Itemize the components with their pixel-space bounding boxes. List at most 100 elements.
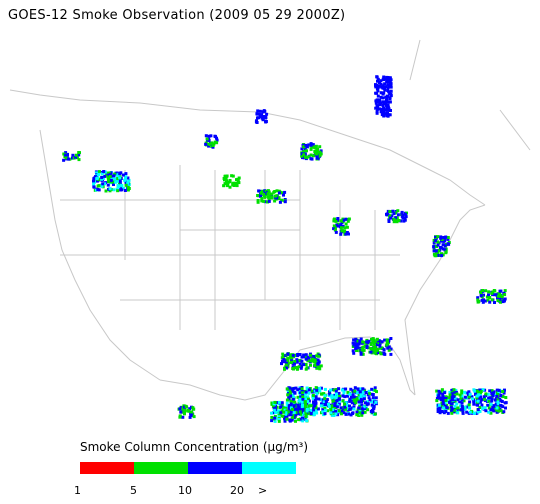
smoke-pixel <box>472 400 476 403</box>
smoke-pixel <box>438 406 442 410</box>
smoke-pixel <box>503 293 507 297</box>
smoke-pixel <box>370 400 374 404</box>
smoke-pixel <box>323 387 327 391</box>
smoke-pixel <box>303 401 307 405</box>
smoke-pixel <box>278 200 282 204</box>
smoke-pixel <box>103 174 107 178</box>
smoke-pixel <box>387 220 391 223</box>
smoke-pixel <box>373 388 377 392</box>
smoke-pixel <box>327 402 330 406</box>
smoke-pixel <box>353 389 357 393</box>
smoke-pixel <box>440 410 444 413</box>
smoke-pixel <box>376 105 380 109</box>
smoke-pixel <box>309 359 313 363</box>
smoke-pixel <box>188 407 192 411</box>
smoke-pixel <box>297 365 301 369</box>
smoke-pixel <box>460 405 464 408</box>
smoke-pixel <box>329 408 333 412</box>
smoke-pixel <box>283 359 287 363</box>
smoke-pixel <box>364 391 368 394</box>
smoke-pixel <box>291 416 295 419</box>
smoke-pixel <box>294 386 298 390</box>
smoke-pixel <box>349 387 353 391</box>
smoke-pixel <box>287 411 291 415</box>
smoke-pixel <box>284 363 288 367</box>
smoke-pixel <box>375 337 379 341</box>
smoke-pixel <box>385 94 389 98</box>
smoke-pixel <box>368 398 372 402</box>
smoke-pixel <box>272 408 276 412</box>
smoke-pixel <box>450 398 454 401</box>
smoke-pixel <box>359 352 363 356</box>
smoke-pixel <box>312 357 316 360</box>
smoke-pixel <box>353 386 357 390</box>
smoke-pixel <box>444 399 448 402</box>
smoke-pixel <box>376 86 380 90</box>
smoke-pixel <box>256 194 260 197</box>
smoke-pixel <box>343 395 347 399</box>
smoke-pixel <box>313 150 317 153</box>
smoke-pixel <box>305 366 309 370</box>
smoke-pixel <box>445 406 449 410</box>
smoke-pixel <box>282 193 285 197</box>
smoke-pixel <box>307 143 311 147</box>
smoke-pixel <box>300 355 304 359</box>
smoke-pixel <box>502 299 506 303</box>
smoke-pixel <box>277 191 281 195</box>
smoke-pixel <box>300 154 304 158</box>
smoke-pixel <box>380 113 384 117</box>
smoke-pixel <box>473 411 476 415</box>
smoke-pixel <box>475 396 479 400</box>
smoke-pixel <box>309 147 313 151</box>
smoke-pixel <box>215 136 218 140</box>
smoke-pixel <box>186 408 190 412</box>
smoke-pixel <box>456 411 460 415</box>
smoke-pixel <box>209 134 213 138</box>
smoke-pixel <box>361 387 365 391</box>
smoke-pixel <box>454 388 458 392</box>
smoke-pixel <box>493 398 497 402</box>
smoke-pixel <box>315 152 318 156</box>
smoke-pixel <box>477 397 481 401</box>
smoke-pixel <box>291 365 295 369</box>
smoke-pixel <box>304 390 308 394</box>
smoke-pixel <box>277 419 281 423</box>
smoke-pixel <box>307 399 311 403</box>
smoke-pixel <box>432 245 436 249</box>
smoke-pixel <box>302 149 306 153</box>
smoke-pixel <box>473 389 477 393</box>
smoke-pixel <box>67 157 70 161</box>
smoke-pixel <box>387 348 391 352</box>
smoke-pixel <box>301 416 304 420</box>
smoke-pixel <box>384 112 388 116</box>
smoke-pixel <box>443 400 447 404</box>
smoke-pixel <box>305 156 309 160</box>
smoke-pixel <box>231 183 235 187</box>
smoke-pixel <box>373 386 377 390</box>
smoke-pixel <box>260 197 264 200</box>
smoke-pixel <box>438 396 442 400</box>
smoke-pixel <box>275 189 279 193</box>
smoke-pixel <box>307 388 311 392</box>
smoke-pixel <box>354 347 358 350</box>
smoke-pixel <box>298 353 302 356</box>
smoke-pixel <box>434 239 438 242</box>
smoke-pixel <box>388 79 392 83</box>
smoke-pixel <box>287 396 291 399</box>
smoke-pixel <box>115 187 119 191</box>
smoke-pixel <box>119 171 123 175</box>
smoke-pixel <box>327 405 331 409</box>
smoke-pixel <box>359 351 363 355</box>
smoke-pixel <box>396 213 400 217</box>
smoke-pixel <box>483 299 487 303</box>
smoke-pixel <box>293 391 297 395</box>
smoke-pixel <box>104 189 108 193</box>
smoke-pixel <box>311 143 315 147</box>
smoke-pixel <box>295 360 299 364</box>
smoke-pixel <box>478 400 482 404</box>
smoke-pixel <box>118 180 122 184</box>
smoke-pixel <box>331 406 335 409</box>
smoke-pixel <box>436 243 440 247</box>
smoke-pixel <box>389 82 393 86</box>
smoke-pixel <box>303 147 307 150</box>
